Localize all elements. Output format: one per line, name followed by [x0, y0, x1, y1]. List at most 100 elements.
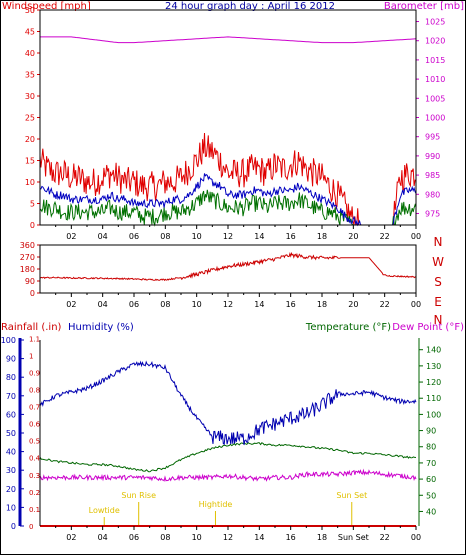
- x-tick-label: 18: [317, 232, 327, 241]
- temperature-y-tick-label: 100: [426, 410, 441, 419]
- temperature-y-tick-label: 50: [426, 491, 436, 500]
- rain-y-tick-label: 0.8: [29, 386, 40, 394]
- humidity-y-tick-label: 40: [6, 448, 16, 457]
- baro-y-tick-label: 975: [425, 209, 440, 218]
- rain-y-tick-label: 0.3: [29, 472, 40, 480]
- x-tick-label: 18: [317, 300, 327, 309]
- event-annotation: Hightide: [199, 500, 233, 509]
- direction-y-tick-label: 0: [30, 289, 35, 298]
- x-tick-label: 06: [129, 533, 139, 542]
- temperature-y-tick-label: 110: [426, 394, 441, 403]
- wind-y-tick-label: 40: [25, 49, 35, 58]
- wind-y-tick-label: 15: [25, 157, 35, 166]
- rain-y-tick-label: 0.7: [29, 404, 40, 412]
- wind-y-tick-label: 5: [30, 200, 35, 209]
- humidity-y-tick-label: 90: [6, 355, 16, 364]
- humidity-y-tick-label: 100: [1, 336, 16, 345]
- wind-y-tick-label: 45: [25, 28, 35, 37]
- x-tick-label: 12: [223, 533, 233, 542]
- x-tick-label: 10: [192, 533, 202, 542]
- x-tick-label: 10: [192, 300, 202, 309]
- x-tick-label: 02: [66, 232, 76, 241]
- compass-letter: E: [434, 295, 442, 309]
- x-tick-label: 08: [160, 232, 170, 241]
- x-tick-label: 16: [286, 232, 296, 241]
- baro-y-tick-label: 1005: [425, 94, 445, 103]
- rain-y-tick-label: 0.1: [29, 506, 40, 514]
- direction-plot-frame: [39, 244, 417, 294]
- x-tick-label: 16: [286, 533, 296, 542]
- compass-letter: N: [434, 235, 443, 249]
- barometer-axis-title: Barometer [mb]: [384, 1, 464, 12]
- x-tick-label: Sun Set: [338, 533, 369, 542]
- x-tick-label: 00: [411, 232, 421, 241]
- direction-y-tick-label: 180: [20, 265, 35, 274]
- temperature-y-tick-label: 80: [426, 443, 436, 452]
- x-tick-label: 08: [160, 300, 170, 309]
- x-tick-label: 02: [66, 300, 76, 309]
- x-tick-label: 04: [98, 533, 108, 542]
- wind-y-tick-label: 10: [25, 178, 35, 187]
- baro-y-tick-label: 1020: [425, 37, 445, 46]
- rain-y-tick-label: 0.4: [29, 455, 41, 463]
- temperature-y-tick-label: 130: [426, 362, 441, 371]
- temperature-y-tick-label: 70: [426, 459, 436, 468]
- rainfall-axis-title: Rainfall (.in): [1, 322, 62, 333]
- direction-y-tick-label: 360: [20, 241, 35, 250]
- temperature-axis-title: Temperature (°F): [305, 322, 391, 333]
- temperature-y-tick-label: 90: [426, 427, 436, 436]
- humidity-y-tick-label: 70: [6, 392, 16, 401]
- x-tick-label: 20: [348, 232, 358, 241]
- direction-y-tick-label: 270: [20, 253, 35, 262]
- x-tick-label: 22: [380, 300, 390, 309]
- chart-title: 24 hour graph day : April 16 2012: [165, 1, 335, 12]
- x-tick-label: 12: [223, 300, 233, 309]
- barometer-line: [40, 36, 417, 44]
- windspeed-gust-line: [39, 132, 417, 226]
- wind-y-tick-label: 35: [25, 71, 35, 80]
- wind-y-tick-label: 30: [25, 92, 35, 101]
- rain-y-tick-label: 0.9: [29, 369, 40, 377]
- baro-y-tick-label: 1025: [425, 18, 445, 27]
- humidity-line: [39, 360, 417, 446]
- rain-y-tick-label: 1: [29, 352, 33, 360]
- baro-y-tick-label: 1015: [425, 56, 445, 65]
- rain-y-tick-label: 0: [29, 523, 33, 531]
- baro-y-tick-label: 985: [425, 171, 440, 180]
- temperature-y-tick-label: 120: [426, 378, 441, 387]
- x-tick-label: 02: [66, 533, 76, 542]
- wind-y-tick-label: 25: [25, 114, 35, 123]
- temperature-line: [39, 441, 417, 473]
- wind-y-tick-label: 50: [25, 6, 35, 15]
- event-annotation: Sun Set: [336, 491, 367, 500]
- wind-y-tick-label: 20: [25, 135, 35, 144]
- x-tick-label: 14: [254, 232, 264, 241]
- rain-y-tick-label: 0.6: [29, 421, 41, 429]
- x-tick-label: 04: [98, 232, 108, 241]
- rain-y-tick-label: 1.1: [29, 335, 40, 343]
- x-tick-label: 22: [380, 533, 390, 542]
- rain-y-tick-label: 0.2: [29, 489, 40, 497]
- humidity-y-tick-label: 60: [6, 410, 16, 419]
- x-tick-label: 10: [192, 232, 202, 241]
- compass-letter: N: [434, 313, 443, 327]
- temperature-y-tick-label: 60: [426, 475, 436, 484]
- baro-y-tick-label: 980: [425, 190, 440, 199]
- humidity-y-tick-label: 50: [6, 429, 16, 438]
- x-tick-label: 18: [317, 533, 327, 542]
- humidity-y-tick-label: 80: [6, 373, 16, 382]
- baro-y-tick-label: 995: [425, 133, 440, 142]
- baro-y-tick-label: 990: [425, 152, 440, 161]
- humidity-y-tick-label: 0: [11, 522, 16, 531]
- temperature-y-tick-label: 40: [426, 507, 436, 516]
- humidity-axis-title: Humidity (%): [68, 322, 134, 333]
- x-tick-label: 14: [254, 300, 264, 309]
- dewpoint-axis-title: Dew Point (°F): [392, 322, 464, 333]
- baro-y-tick-label: 1000: [425, 114, 445, 123]
- event-annotation: Lowtide: [89, 506, 120, 515]
- baro-y-tick-label: 1010: [425, 75, 445, 84]
- compass-letter: W: [432, 255, 444, 269]
- x-tick-label: 22: [380, 232, 390, 241]
